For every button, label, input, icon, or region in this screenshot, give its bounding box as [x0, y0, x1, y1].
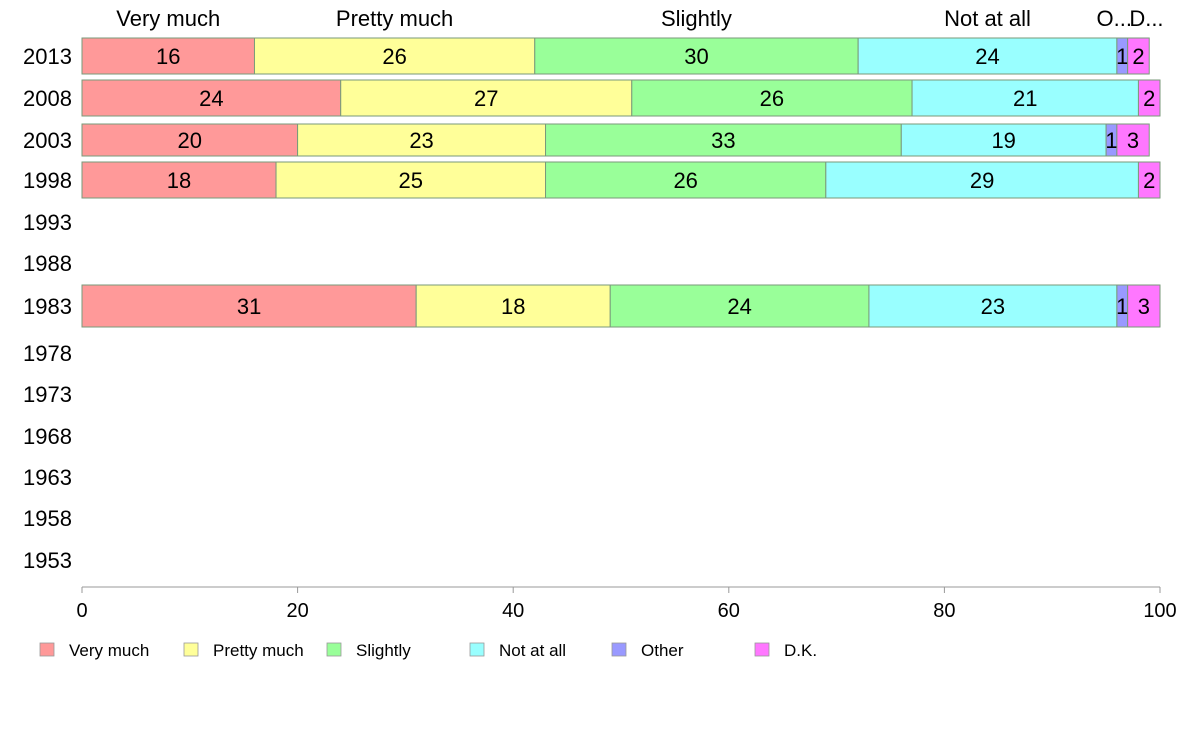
- bar-segment: [1137, 79, 1161, 117]
- bar-value-label: 31: [237, 294, 261, 319]
- top-column-label: O...: [1097, 6, 1132, 31]
- x-tick-label: 60: [718, 600, 740, 622]
- bar-value-label: 2: [1143, 168, 1155, 193]
- bar-value-label: 23: [409, 128, 433, 153]
- bar-segment: [275, 161, 547, 199]
- bar-segment: [415, 284, 611, 328]
- bar-value-label: 26: [673, 168, 697, 193]
- bar-segment: [534, 37, 859, 75]
- bar-segment: [631, 79, 913, 117]
- bar-value-label: 19: [991, 128, 1015, 153]
- legend-swatch: [183, 642, 199, 657]
- year-label: 2013: [23, 44, 72, 69]
- bar-value-label: 1: [1116, 44, 1128, 69]
- bar-value-label: 27: [474, 86, 498, 111]
- bar-value-label: 3: [1138, 294, 1150, 319]
- bar-segment: [1137, 161, 1161, 199]
- legend-label: Other: [641, 641, 684, 660]
- bar-value-label: 20: [178, 128, 202, 153]
- bar-segment: [857, 37, 1118, 75]
- year-label: 1958: [23, 506, 72, 531]
- bar-segment: [81, 37, 255, 75]
- year-label: 1983: [23, 294, 72, 319]
- legend-label: D.K.: [784, 641, 817, 660]
- year-label: 1953: [23, 548, 72, 573]
- year-label: 1963: [23, 465, 72, 490]
- bar-value-label: 18: [501, 294, 525, 319]
- x-tick-label: 80: [933, 600, 955, 622]
- bar-value-label: 16: [156, 44, 180, 69]
- bar-segment: [1127, 284, 1161, 328]
- x-tick-label: 100: [1143, 600, 1176, 622]
- x-tick-label: 20: [286, 600, 308, 622]
- bar-segment: [81, 161, 277, 199]
- year-label: 1998: [23, 168, 72, 193]
- year-label: 2003: [23, 128, 72, 153]
- legend-label: Not at all: [499, 641, 566, 660]
- year-label: 1973: [23, 382, 72, 407]
- bar-segment: [911, 79, 1139, 117]
- x-tick-label: 0: [76, 600, 87, 622]
- bar-segment: [340, 79, 633, 117]
- bar-value-label: 1: [1105, 128, 1117, 153]
- bar-value-label: 26: [760, 86, 784, 111]
- legend-label: Slightly: [356, 641, 411, 660]
- year-label: 1988: [23, 251, 72, 276]
- legend-swatch: [469, 642, 485, 657]
- legend-swatch: [611, 642, 627, 657]
- bar-segment: [545, 123, 902, 157]
- legend-label: Pretty much: [213, 641, 304, 660]
- top-column-label: D...: [1129, 6, 1163, 31]
- bar-value-label: 2: [1143, 86, 1155, 111]
- year-label: 2008: [23, 86, 72, 111]
- bar-value-label: 24: [199, 86, 223, 111]
- top-column-label: Slightly: [661, 6, 732, 31]
- bar-segment: [81, 284, 417, 328]
- bar-segment: [297, 123, 547, 157]
- top-column-label: Pretty much: [336, 6, 453, 31]
- bar-value-label: 18: [167, 168, 191, 193]
- year-label: 1978: [23, 341, 72, 366]
- legend-swatch: [39, 642, 55, 657]
- bar-segment: [253, 37, 536, 75]
- top-column-label: Very much: [116, 6, 220, 31]
- bar-segment: [545, 161, 827, 199]
- bar-value-label: 30: [684, 44, 708, 69]
- bar-value-label: 3: [1127, 128, 1139, 153]
- bar-segment: [868, 284, 1118, 328]
- bar-value-label: 1: [1116, 294, 1128, 319]
- legend-swatch: [754, 642, 770, 657]
- bar-segment: [609, 284, 870, 328]
- bar-value-label: 23: [981, 294, 1005, 319]
- bar-value-label: 33: [711, 128, 735, 153]
- bar-value-label: 25: [399, 168, 423, 193]
- bar-segment: [1116, 123, 1150, 157]
- year-label: 1968: [23, 424, 72, 449]
- top-column-label: Not at all: [944, 6, 1031, 31]
- year-label: 1993: [23, 210, 72, 235]
- bar-value-label: 2: [1132, 44, 1144, 69]
- bar-value-label: 26: [382, 44, 406, 69]
- bar-segment: [900, 123, 1107, 157]
- bar-segment: [81, 79, 342, 117]
- bar-value-label: 21: [1013, 86, 1037, 111]
- x-tick-label: 40: [502, 600, 524, 622]
- bar-segment: [825, 161, 1139, 199]
- bar-value-label: 29: [970, 168, 994, 193]
- legend-label: Very much: [69, 641, 149, 660]
- bar-value-label: 24: [727, 294, 751, 319]
- bar-value-label: 24: [975, 44, 999, 69]
- bar-segment: [1127, 37, 1150, 75]
- legend-swatch: [326, 642, 342, 657]
